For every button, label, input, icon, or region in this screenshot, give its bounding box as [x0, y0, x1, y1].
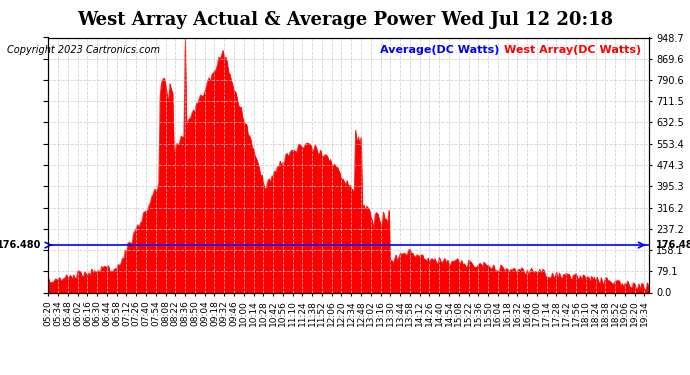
Text: Average(DC Watts): Average(DC Watts)	[380, 45, 499, 55]
Text: West Array(DC Watts): West Array(DC Watts)	[504, 45, 641, 55]
Text: Copyright 2023 Cartronics.com: Copyright 2023 Cartronics.com	[7, 45, 160, 55]
Text: 176.480: 176.480	[656, 240, 690, 250]
Text: 176.480: 176.480	[0, 240, 41, 250]
Text: West Array Actual & Average Power Wed Jul 12 20:18: West Array Actual & Average Power Wed Ju…	[77, 11, 613, 29]
